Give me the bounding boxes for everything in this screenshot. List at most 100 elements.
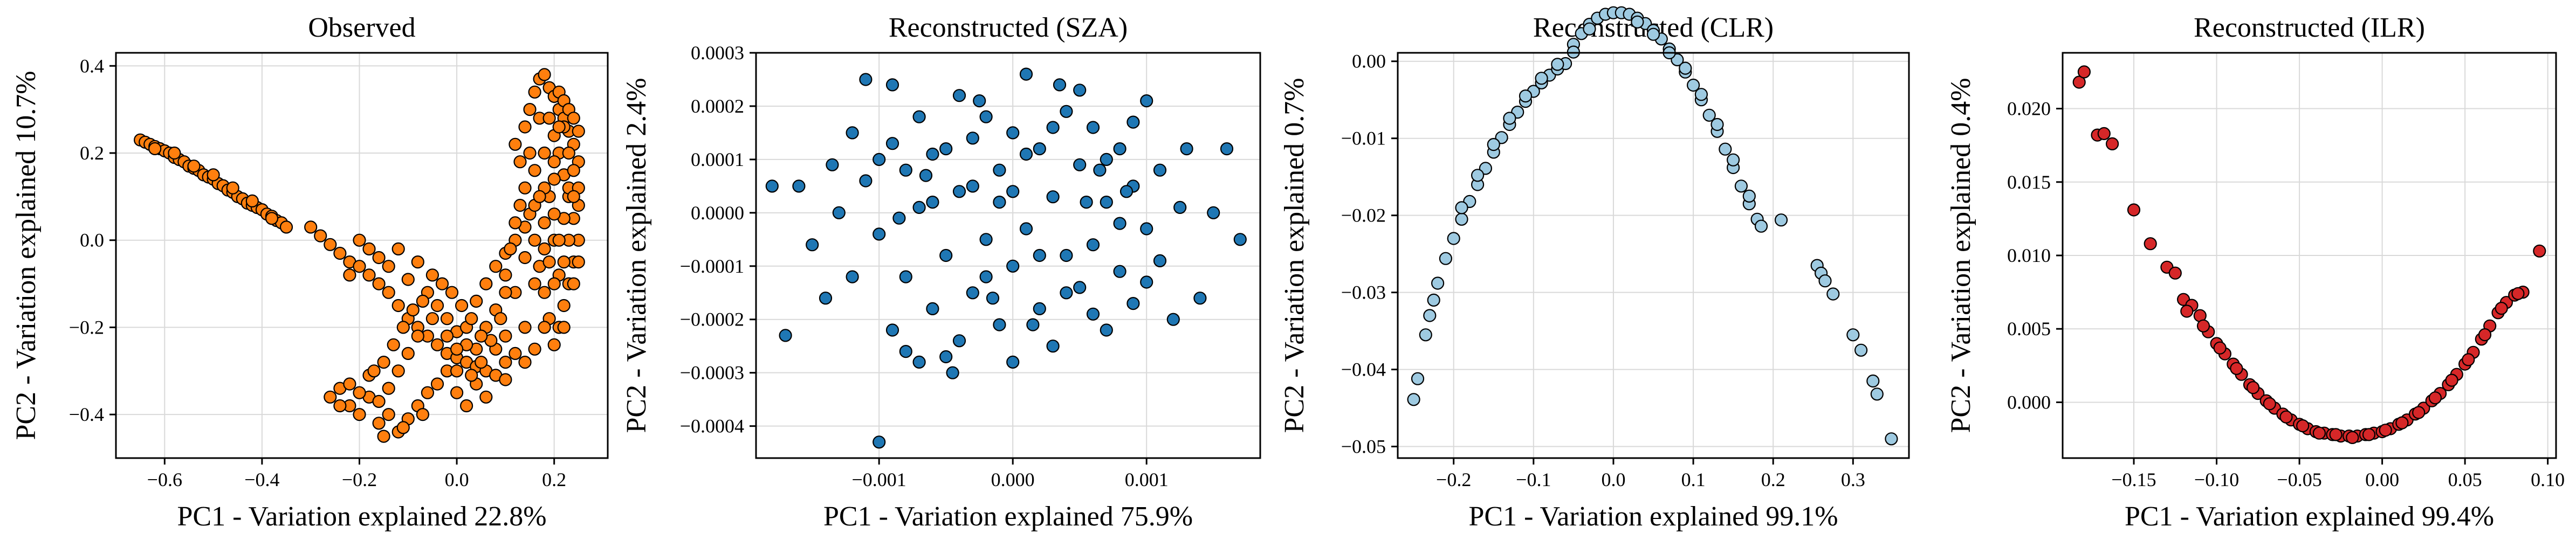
data-point [430,299,444,313]
data-point [912,110,926,123]
data-point [792,179,806,193]
data-point [2395,416,2409,430]
data-point [1073,84,1087,97]
data-point [538,286,551,299]
y-axis-label: PC2 - Variation explained 2.4% [621,78,652,433]
data-point [435,277,449,290]
data-point [450,386,464,399]
data-point [343,268,356,282]
data-point [377,355,390,369]
data-point [226,181,239,195]
data-point [899,163,912,177]
data-point [1679,61,1692,75]
data-point [946,366,959,379]
x-tick-label: 0.3 [1841,469,1865,490]
x-tick-label: −0.4 [244,469,279,490]
x-tick-label: 0.05 [2448,469,2482,490]
data-point [1870,387,1884,401]
data-point [873,435,886,449]
data-point [567,112,580,125]
data-point [1774,213,1788,227]
data-point [1086,121,1100,134]
data-point [2346,431,2359,445]
data-point [401,273,415,286]
data-point [1846,328,1860,342]
data-point [538,68,551,81]
data-point [2412,406,2426,419]
grid [1398,53,1909,458]
data-point [846,126,859,140]
y-tick-label: 0.005 [2007,318,2051,340]
y-tick-label: 0.0003 [691,42,744,64]
data-point [168,146,181,160]
data-point [1826,287,1840,301]
data-point [1060,248,1073,262]
x-tick-label: −0.6 [147,469,182,490]
data-point [538,146,551,160]
data-point [2127,203,2141,217]
axes-frame [755,52,1261,459]
data-point [2428,391,2442,405]
data-point [567,164,580,177]
data-point [1233,233,1247,246]
y-tick-label: −0.0004 [680,416,744,437]
data-point [1053,78,1067,92]
panel-observed: Observed PC1 - Variation explained 22.8%… [11,12,609,532]
data-point [353,233,366,247]
data-point [779,329,792,342]
data-point [1631,15,1644,29]
data-point [465,369,478,382]
data-point [1033,142,1046,156]
data-point [765,179,779,193]
data-point [1100,323,1113,337]
data-point [1719,142,1732,156]
data-point [1694,88,1708,101]
y-tick-label: −0.0001 [680,255,744,277]
data-point [986,292,1000,305]
data-point [391,299,405,313]
data-point [523,146,537,160]
data-point [1113,217,1126,230]
y-axis-label: PC2 - Variation explained 0.7% [1279,78,1310,433]
data-point [939,350,953,364]
data-point [2263,397,2276,411]
data-point [1220,142,1234,156]
data-point [979,110,993,123]
data-point [528,342,541,356]
x-tick-label: 0.2 [1761,469,1785,490]
data-point [572,255,585,269]
data-point [396,321,410,334]
data-point [2097,127,2111,140]
data-point [538,216,551,230]
data-point [1885,432,1898,446]
data-point [1153,254,1167,267]
x-tick-label: −0.001 [852,469,906,490]
y-tick-label: 0.0000 [691,202,744,224]
y-tick-label: 0.00 [1352,51,1386,72]
data-point [542,112,556,125]
y-tick-label: −0.04 [1341,359,1386,380]
data-point [1734,179,1748,193]
data-point [2511,287,2525,300]
data-point [533,190,546,203]
data-point [513,155,527,169]
data-point [279,220,293,234]
data-point [1742,189,1756,203]
data-point [518,321,532,334]
data-point [885,78,899,92]
data-point [1503,112,1516,125]
data-point [2362,428,2376,441]
data-point [846,270,859,283]
data-point [966,131,979,145]
data-point [899,270,912,283]
data-point [528,85,541,99]
data-point [1006,355,1020,369]
data-point [1086,307,1100,321]
data-point [1207,206,1220,219]
data-point [567,190,580,203]
chart-title: Reconstructed (ILR) [2194,12,2425,43]
data-point [1080,196,1093,209]
data-point [499,355,512,369]
data-point [416,407,430,421]
data-point [430,338,444,351]
